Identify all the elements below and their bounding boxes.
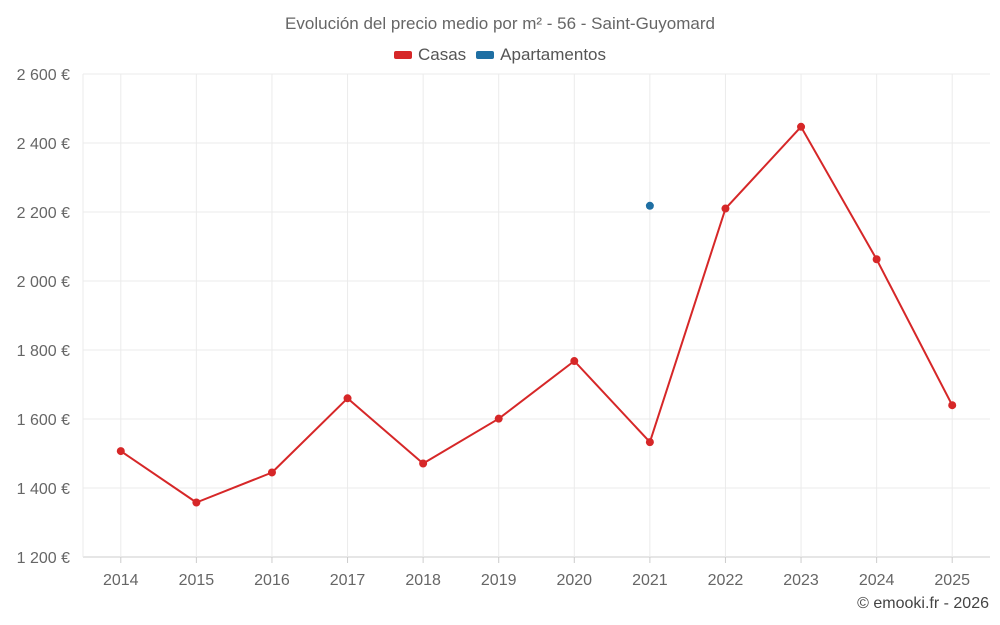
x-tick-label: 2021 [632, 572, 668, 589]
y-tick-label: 1 200 € [17, 550, 70, 567]
data-point-apartamentos [645, 201, 654, 210]
x-tick-label: 2016 [254, 572, 290, 589]
x-tick-label: 2020 [556, 572, 592, 589]
credit-text: © emooki.fr - 2026 [857, 595, 989, 612]
x-tick-label: 2015 [179, 572, 215, 589]
y-tick-label: 1 400 € [17, 481, 70, 498]
data-point-casas [192, 498, 201, 507]
data-point-casas [948, 401, 957, 410]
y-tick-label: 2 000 € [17, 274, 70, 291]
y-tick-label: 2 200 € [17, 205, 70, 222]
data-point-casas [116, 447, 125, 456]
data-point-casas [267, 468, 276, 477]
data-point-casas [721, 204, 730, 213]
data-point-casas [494, 414, 503, 423]
data-point-casas [570, 357, 579, 366]
legend-swatch-casas [393, 51, 412, 59]
chart-title: Evolución del precio medio por m² - 56 -… [285, 14, 715, 33]
y-tick-label: 1 800 € [17, 343, 70, 360]
y-tick-label: 2 600 € [17, 67, 70, 84]
legend-item-apartamentos[interactable]: Apartamentos [476, 45, 606, 65]
x-tick-label: 2014 [103, 572, 139, 589]
y-tick-label: 1 600 € [17, 412, 70, 429]
x-tick-label: 2017 [330, 572, 366, 589]
data-point-casas [419, 459, 428, 468]
series-line-casas [120, 125, 954, 504]
legend-item-casas[interactable]: Casas [393, 45, 467, 65]
data-point-casas [797, 122, 806, 131]
data-point-casas [645, 438, 654, 447]
x-tick-label: 2018 [405, 572, 441, 589]
data-point-casas [872, 255, 881, 264]
x-tick-label: 2023 [783, 572, 819, 589]
y-tick-label: 2 400 € [17, 136, 70, 153]
legend: Casas Apartamentos [0, 45, 1000, 65]
legend-label-casas: Casas [417, 45, 467, 64]
legend-swatch-apartamentos [476, 51, 495, 59]
data-point-casas [343, 394, 352, 403]
x-tick-label: 2025 [934, 572, 970, 589]
legend-label-apartamentos: Apartamentos [500, 45, 607, 64]
x-tick-label: 2022 [708, 572, 744, 589]
x-tick-label: 2019 [481, 572, 517, 589]
x-tick-label: 2024 [859, 572, 895, 589]
